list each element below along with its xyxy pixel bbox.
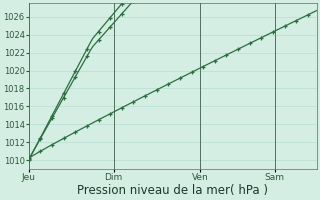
X-axis label: Pression niveau de la mer( hPa ): Pression niveau de la mer( hPa ) bbox=[77, 184, 268, 197]
